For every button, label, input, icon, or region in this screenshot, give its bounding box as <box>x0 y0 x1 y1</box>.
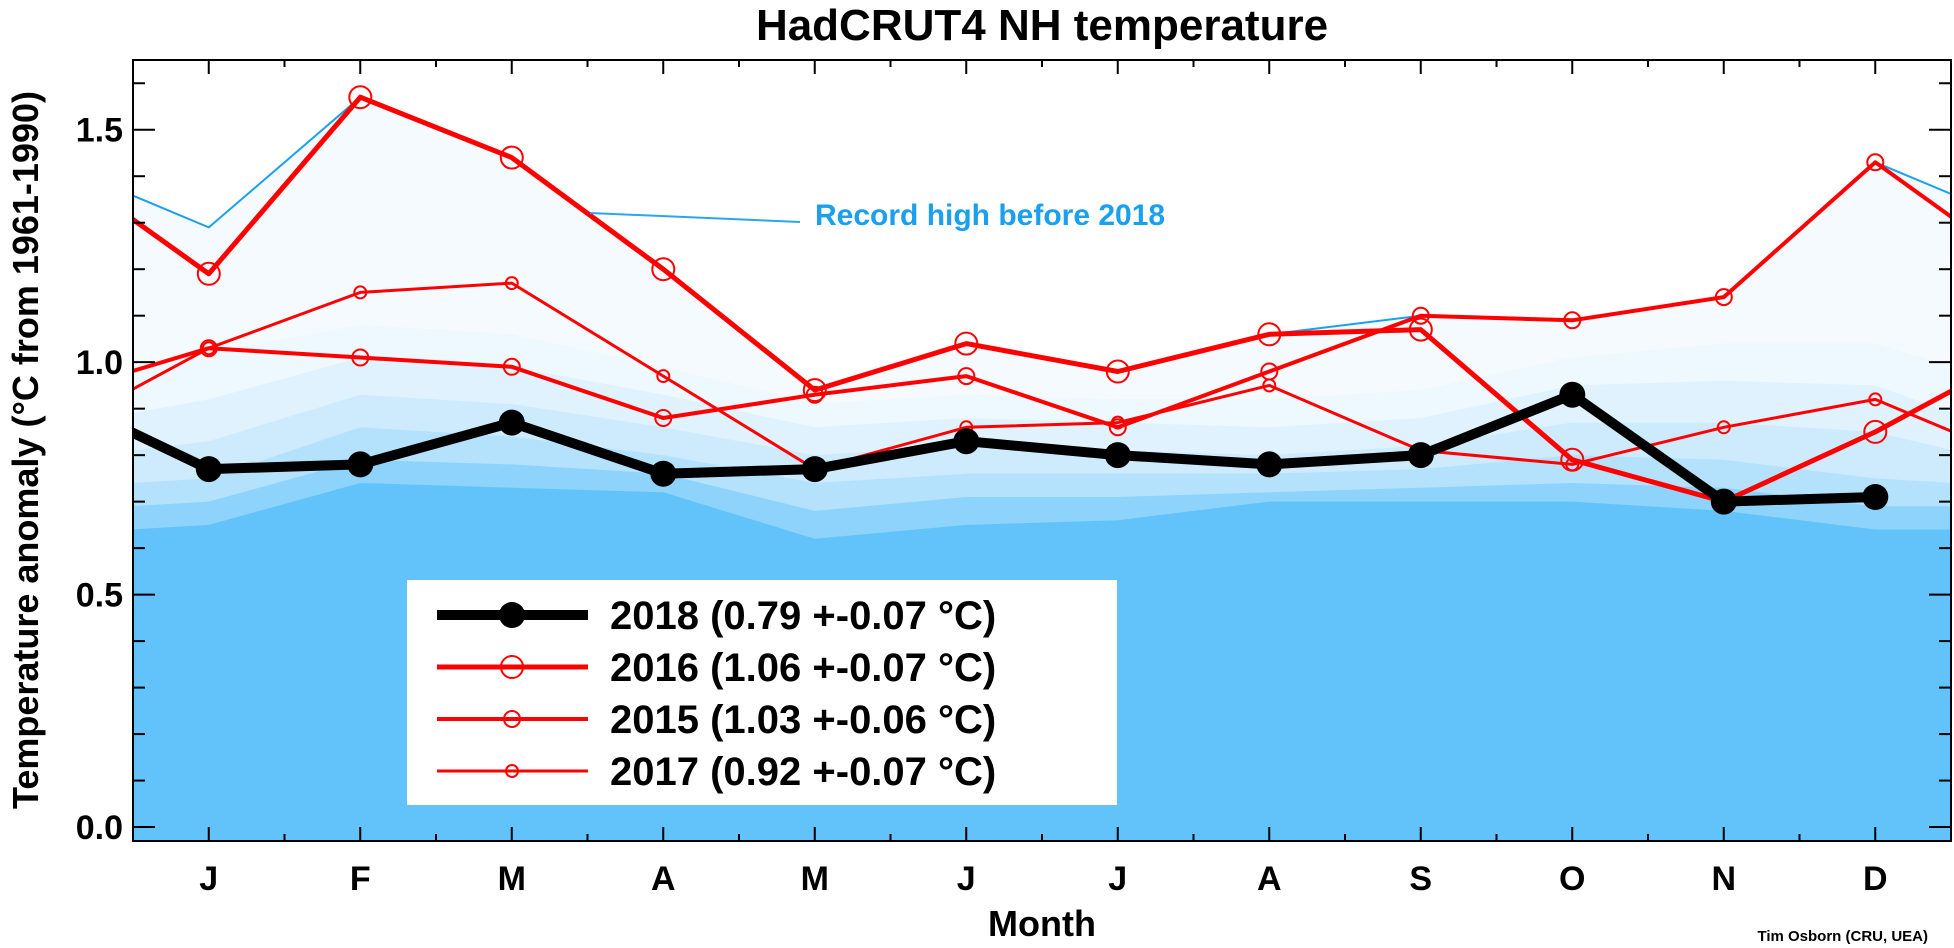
series-2015-point-3 <box>502 357 521 376</box>
x-tick-label: J <box>1108 860 1127 898</box>
x-tick-label: S <box>1409 860 1432 898</box>
series-2016-line <box>133 94 1951 505</box>
series-2015-point-5 <box>805 385 824 404</box>
series-2018-point-5 <box>801 456 828 483</box>
series-layer <box>133 85 1951 515</box>
series-2018-point-8 <box>1256 451 1283 478</box>
y-tick-label: 0.0 <box>76 809 123 847</box>
series-2015-line <box>133 160 1951 430</box>
axis-ticks <box>133 60 1951 841</box>
series-2015-point-7 <box>1108 418 1127 437</box>
x-tick-label: J <box>199 860 218 898</box>
x-tick-label: F <box>350 860 371 898</box>
series-2015-point-10 <box>1563 311 1582 330</box>
series-2016-point-10 <box>1560 447 1585 472</box>
series-2016-point-3 <box>499 145 524 170</box>
series-2015-point-1 <box>199 339 218 358</box>
series-2016-point-9 <box>1408 317 1433 342</box>
credit-text: Tim Osborn (CRU, UEA) <box>1757 928 1928 945</box>
legend-item-2016: 2016 (1.06 +-0.07 °C) <box>437 646 996 690</box>
legend: 2018 (0.79 +-0.07 °C) 2016 (1.06 +-0.07 °… <box>407 580 1117 805</box>
series-2018-point-4 <box>650 460 677 487</box>
series-2016-point-8 <box>1257 322 1282 347</box>
series-2017-point-12 <box>1868 392 1883 407</box>
series-2015-point-8 <box>1260 362 1279 381</box>
series-2018-point-12 <box>1862 484 1889 510</box>
series-2018-point-1 <box>195 456 222 483</box>
series-2016-point-12 <box>1863 419 1888 444</box>
legend-item-2017-marker <box>505 764 519 778</box>
x-tick-label: D <box>1863 860 1888 898</box>
x-tick-label: A <box>1257 860 1282 898</box>
series-2015-point-9 <box>1411 306 1430 325</box>
chart-title: HadCRUT4 NH temperature <box>756 1 1328 50</box>
series-2018-point-7 <box>1104 442 1131 469</box>
series-2018-point-6 <box>953 428 980 455</box>
series-2018-point-3 <box>498 409 525 436</box>
series-2016-point-1 <box>196 261 221 286</box>
y-tick-label: 1.5 <box>76 112 123 150</box>
series-2017-point-2 <box>353 285 368 300</box>
series-2015-point-12 <box>1866 153 1885 172</box>
x-tick-label: O <box>1559 860 1585 898</box>
series-2018-point-2 <box>347 451 374 478</box>
legend-item-2015-label: 2015 (1.03 +-0.06 °C) <box>610 698 996 742</box>
series-2016-point-7 <box>1105 359 1130 384</box>
series-2015-point-11 <box>1714 288 1733 307</box>
legend-item-2016-marker <box>500 655 524 679</box>
record-high-annotation: Record high before 2018 <box>815 199 1165 232</box>
y-tick-label: 1.0 <box>76 344 123 382</box>
series-2018 <box>133 381 1889 515</box>
legend-item-2018-marker <box>499 602 525 628</box>
series-2017-point-11 <box>1716 420 1731 435</box>
series-2018-point-11 <box>1710 488 1737 515</box>
legend-item-2016-label: 2016 (1.06 +-0.07 °C) <box>610 646 996 690</box>
series-2016-point-6 <box>954 331 979 356</box>
x-axis-label: Month <box>988 903 1096 944</box>
series-2017-point-4 <box>656 369 671 384</box>
legend-item-2018: 2018 (0.79 +-0.07 °C) <box>437 594 996 638</box>
legend-item-2015: 2015 (1.03 +-0.06 °C) <box>437 698 996 742</box>
series-2015-point-6 <box>957 367 976 386</box>
legend-item-2017: 2017 (0.92 +-0.07 °C) <box>437 750 996 794</box>
x-tick-label: J <box>957 860 976 898</box>
y-axis-label: Temperature anomaly (°C from 1961-1990) <box>5 91 46 809</box>
series-2017-point-3 <box>504 276 519 291</box>
x-tick-label: M <box>801 860 829 898</box>
legend-item-2015-marker <box>503 710 521 728</box>
x-tick-label: A <box>651 860 676 898</box>
series-2016-point-5 <box>802 378 827 403</box>
series-2017-line <box>133 281 1951 471</box>
x-tick-label: N <box>1711 860 1736 898</box>
series-2016-point-2 <box>348 85 373 110</box>
legend-item-2017-label: 2017 (0.92 +-0.07 °C) <box>610 750 996 794</box>
legend-item-2018-label: 2018 (0.79 +-0.07 °C) <box>610 594 996 638</box>
series-2015 <box>133 153 1951 437</box>
annotation-leader-line <box>589 212 801 223</box>
series-2015-point-4 <box>654 409 673 427</box>
series-2018-point-9 <box>1407 442 1434 469</box>
series-2018-point-10 <box>1559 381 1586 408</box>
x-tick-label: M <box>498 860 526 898</box>
y-tick-labels: 0.0 0.5 1.0 1.5 <box>76 112 123 847</box>
y-tick-label: 0.5 <box>76 577 123 615</box>
series-2016-point-4 <box>651 257 676 282</box>
series-2015-point-2 <box>351 348 370 367</box>
